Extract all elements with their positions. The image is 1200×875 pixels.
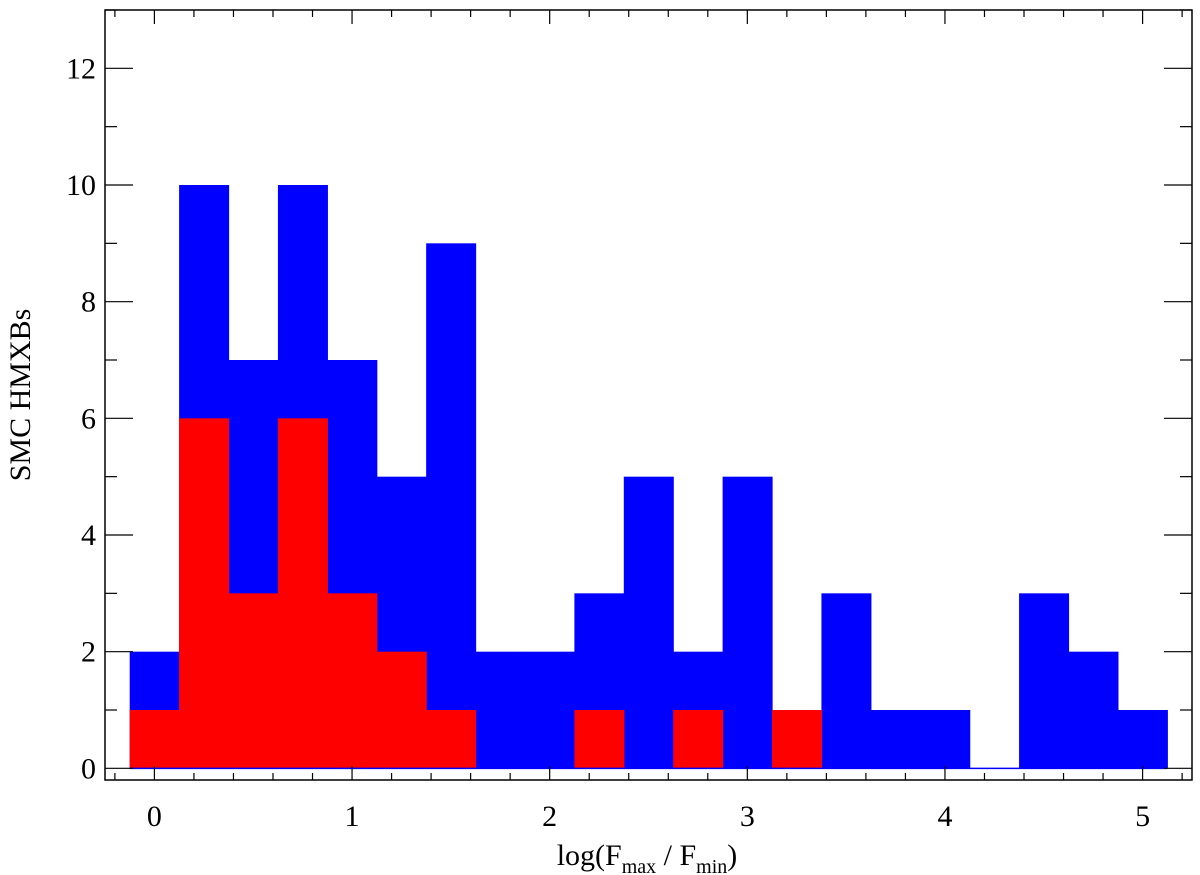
y-tick-label: 0 bbox=[81, 752, 96, 785]
x-tick-label: 2 bbox=[542, 800, 557, 833]
bar-series2-5 bbox=[376, 651, 427, 769]
x-tick-label: 0 bbox=[147, 800, 162, 833]
bar-series1-18 bbox=[1019, 593, 1070, 769]
bar-series2-11 bbox=[673, 710, 724, 769]
bar-series2-13 bbox=[772, 710, 823, 769]
x-tick-label: 4 bbox=[937, 800, 952, 833]
bar-series2-4 bbox=[327, 593, 378, 769]
x-tick-label: 5 bbox=[1135, 800, 1150, 833]
bar-series1-10 bbox=[623, 476, 674, 769]
y-axis-title: SMC HMXBs bbox=[4, 309, 37, 482]
bar-series2-1 bbox=[179, 418, 230, 769]
x-axis-title: log(Fmax / Fmin) bbox=[557, 839, 738, 875]
bar-series2-6 bbox=[426, 710, 477, 769]
y-tick-label: 8 bbox=[81, 286, 96, 319]
y-tick-label: 10 bbox=[66, 169, 96, 202]
bar-series1-12 bbox=[722, 476, 773, 769]
bar-series1-6 bbox=[426, 243, 477, 769]
bar-series1-20 bbox=[1117, 710, 1168, 769]
ticks-layer bbox=[105, 9, 1192, 780]
bars-layer bbox=[129, 185, 1168, 770]
bar-series1-14 bbox=[821, 593, 872, 769]
y-tick-label: 4 bbox=[81, 519, 96, 552]
x-tick-label: 1 bbox=[345, 800, 360, 833]
bar-series2-0 bbox=[129, 710, 180, 769]
bar-series2-9 bbox=[574, 710, 625, 769]
y-tick-label: 2 bbox=[81, 636, 96, 669]
bar-series1-8 bbox=[524, 651, 575, 769]
y-tick-label: 12 bbox=[66, 52, 96, 85]
bar-series1-7 bbox=[475, 651, 526, 769]
axes-box bbox=[104, 9, 1193, 781]
bar-series1-15 bbox=[870, 710, 921, 769]
x-tick-label: 3 bbox=[740, 800, 755, 833]
plot-frame bbox=[104, 9, 1193, 781]
y-tick-label: 6 bbox=[81, 402, 96, 435]
bar-series2-3 bbox=[277, 418, 328, 769]
bar-series1-16 bbox=[920, 710, 971, 769]
bar-series2-2 bbox=[228, 593, 279, 769]
bar-series1-19 bbox=[1068, 651, 1119, 769]
